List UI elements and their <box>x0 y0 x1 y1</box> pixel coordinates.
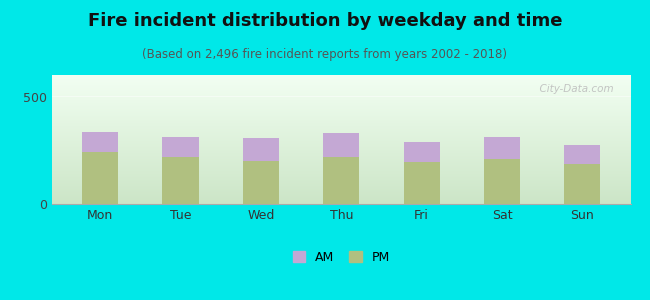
Bar <box>323 157 359 204</box>
Legend: AM, PM: AM, PM <box>287 246 395 269</box>
Text: City-Data.com: City-Data.com <box>532 84 613 94</box>
Bar <box>404 142 439 162</box>
Bar <box>484 137 520 159</box>
Bar <box>82 132 118 152</box>
Bar <box>564 164 601 204</box>
Bar <box>484 159 520 204</box>
Text: Fire incident distribution by weekday and time: Fire incident distribution by weekday an… <box>88 12 562 30</box>
Bar <box>243 161 279 204</box>
Text: (Based on 2,496 fire incident reports from years 2002 - 2018): (Based on 2,496 fire incident reports fr… <box>142 48 508 61</box>
Bar <box>162 137 199 157</box>
Bar <box>404 162 439 204</box>
Bar <box>323 133 359 157</box>
Bar <box>82 152 118 204</box>
Bar <box>243 138 279 161</box>
Bar <box>564 145 601 164</box>
Bar <box>162 157 199 204</box>
